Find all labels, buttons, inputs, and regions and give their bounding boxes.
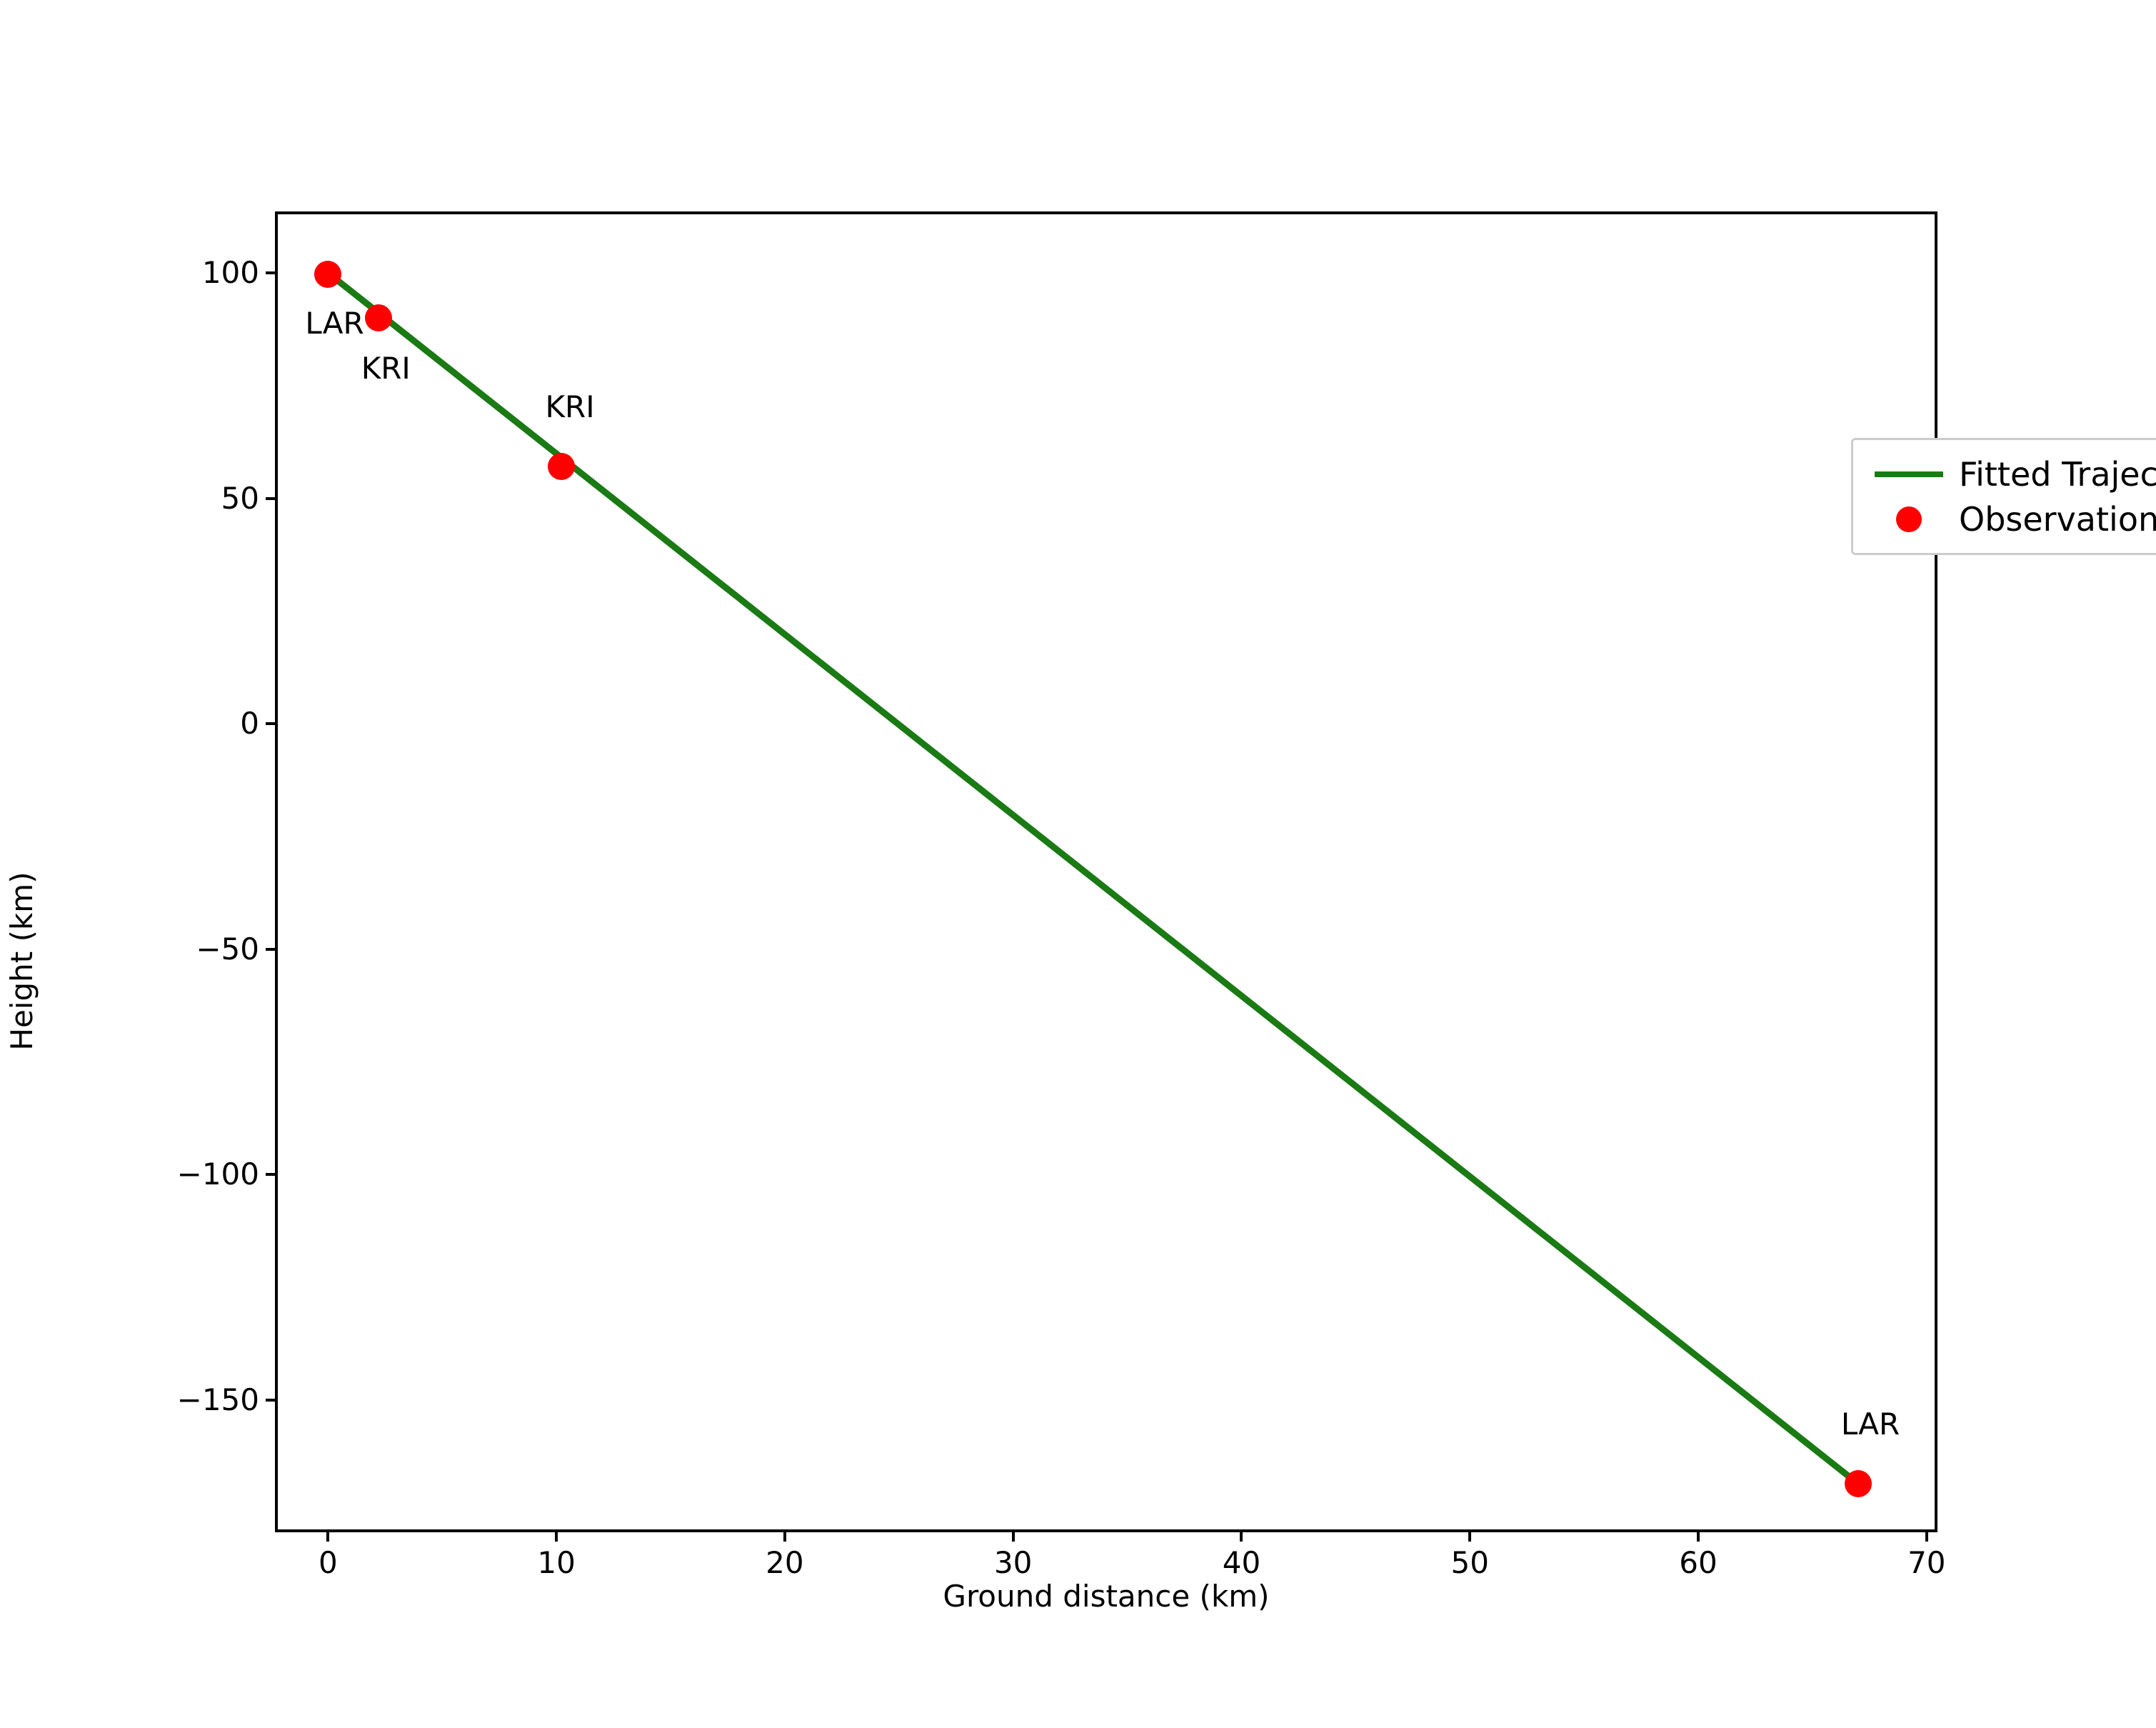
y-tick-label: 100 bbox=[201, 255, 259, 291]
observation-point-label: KRI bbox=[545, 389, 595, 425]
legend-label-fitted-trajectory: Fitted Trajectory bbox=[1959, 454, 2156, 494]
x-tick-mark bbox=[1697, 1529, 1700, 1542]
y-tick-mark bbox=[266, 1173, 278, 1177]
y-tick-label: 0 bbox=[240, 706, 259, 741]
x-axis-title: Ground distance (km) bbox=[943, 1579, 1270, 1614]
x-tick-label: 30 bbox=[993, 1545, 1033, 1580]
x-tick-mark bbox=[1925, 1529, 1928, 1542]
observation-point-label: LAR bbox=[1840, 1407, 1900, 1442]
y-tick-mark bbox=[266, 947, 278, 951]
legend-item-fitted-trajectory: Fitted Trajectory bbox=[1863, 451, 2156, 496]
observation-point bbox=[314, 260, 342, 288]
x-tick-mark bbox=[1011, 1529, 1015, 1542]
y-tick-label: −150 bbox=[176, 1382, 259, 1417]
observation-point-label: KRI bbox=[361, 351, 411, 386]
legend-dot-swatch-icon bbox=[1863, 506, 1955, 532]
x-tick-mark bbox=[326, 1529, 330, 1542]
y-tick-label: −100 bbox=[176, 1157, 259, 1192]
x-tick-mark bbox=[783, 1529, 786, 1542]
y-tick-mark bbox=[266, 496, 278, 500]
y-axis-title: Height (km) bbox=[4, 872, 39, 1051]
observation-point bbox=[1844, 1470, 1872, 1498]
x-tick-mark bbox=[1240, 1529, 1243, 1542]
observation-point-label: LAR bbox=[305, 305, 364, 341]
trajectory-line-layer bbox=[324, 269, 1862, 1487]
x-tick-label: 40 bbox=[1222, 1545, 1261, 1580]
x-tick-label: 70 bbox=[1907, 1545, 1946, 1580]
y-tick-mark bbox=[266, 1398, 278, 1402]
x-tick-mark bbox=[1468, 1529, 1472, 1542]
plot-area: 0 10 20 30 40 50 60 70 100 50 0 −50 −100 −150 LAR KRI… bbox=[177, 211, 2156, 1578]
x-tick-label: 20 bbox=[766, 1545, 804, 1580]
legend-label-observations: Observations bbox=[1959, 499, 2156, 539]
y-tick-mark bbox=[266, 722, 278, 726]
x-tick-label: 0 bbox=[318, 1545, 338, 1580]
y-tick-label: −50 bbox=[196, 931, 259, 967]
observation-point bbox=[364, 304, 392, 332]
legend-item-observations: Observations bbox=[1863, 496, 2156, 541]
legend-line-swatch-icon bbox=[1863, 471, 1955, 477]
x-tick-mark bbox=[555, 1529, 558, 1542]
observation-point bbox=[547, 453, 575, 481]
y-tick-label: 50 bbox=[221, 480, 259, 516]
chart-legend: Fitted Trajectory Observations bbox=[1851, 438, 2156, 555]
x-tick-label: 60 bbox=[1679, 1545, 1718, 1580]
x-tick-label: 50 bbox=[1450, 1545, 1489, 1580]
y-axis-title-wrapper: Height (km) bbox=[0, 0, 43, 1728]
x-tick-label: 10 bbox=[537, 1545, 576, 1580]
y-tick-mark bbox=[266, 271, 278, 275]
fitted-trajectory-line bbox=[324, 269, 1862, 1487]
